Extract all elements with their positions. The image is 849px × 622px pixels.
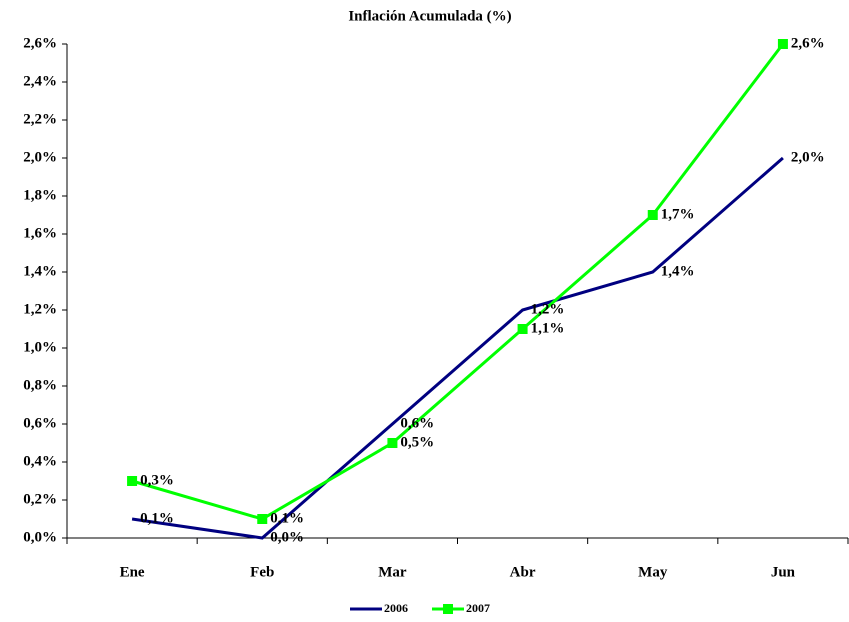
y-tick-label: 2,4% [23, 73, 57, 89]
x-tick-label: Feb [250, 564, 274, 580]
marker [127, 476, 138, 486]
data-label: 0,6% [400, 415, 434, 431]
x-tick-label: Jun [771, 564, 796, 580]
data-label: 2,6% [791, 35, 825, 51]
chart-title: Inflación Acumulada (%) [348, 8, 511, 24]
y-tick-label: 1,6% [23, 225, 57, 241]
data-label: 0,5% [400, 434, 434, 450]
y-tick-label: 1,2% [23, 301, 57, 317]
data-label: 1,2% [531, 301, 565, 317]
y-tick-label: 1,4% [23, 263, 57, 279]
data-label: 0,1% [270, 510, 304, 526]
y-tick-label: 0,6% [23, 415, 57, 431]
x-tick-label: Abr [510, 564, 536, 580]
legend-label: 2006 [384, 601, 408, 615]
data-label: 2,0% [791, 149, 825, 165]
marker [257, 514, 268, 524]
y-tick-label: 1,0% [23, 339, 57, 355]
data-label: 1,7% [661, 206, 695, 222]
legend-marker [443, 604, 453, 614]
y-tick-label: 0,0% [23, 529, 57, 545]
y-tick-label: 0,2% [23, 491, 57, 507]
marker [777, 39, 788, 49]
data-label: 0,1% [140, 510, 174, 526]
marker [517, 324, 528, 334]
legend-label: 2007 [466, 601, 490, 615]
marker [387, 438, 398, 448]
data-label: 1,1% [531, 320, 565, 336]
x-tick-label: Ene [120, 564, 145, 580]
data-label: 0,3% [140, 472, 174, 488]
series-line [131, 43, 785, 521]
data-label: 1,4% [661, 263, 695, 279]
y-tick-label: 1,8% [23, 187, 57, 203]
x-tick-label: May [638, 564, 668, 580]
marker [647, 210, 658, 220]
y-tick-label: 0,4% [23, 453, 57, 469]
series-line [131, 156, 784, 540]
y-tick-label: 2,0% [23, 149, 57, 165]
data-label: 0,0% [270, 529, 304, 545]
y-tick-label: 2,6% [23, 35, 57, 51]
y-tick-label: 0,8% [23, 377, 57, 393]
y-tick-label: 2,2% [23, 111, 57, 127]
x-tick-label: Mar [378, 564, 407, 580]
